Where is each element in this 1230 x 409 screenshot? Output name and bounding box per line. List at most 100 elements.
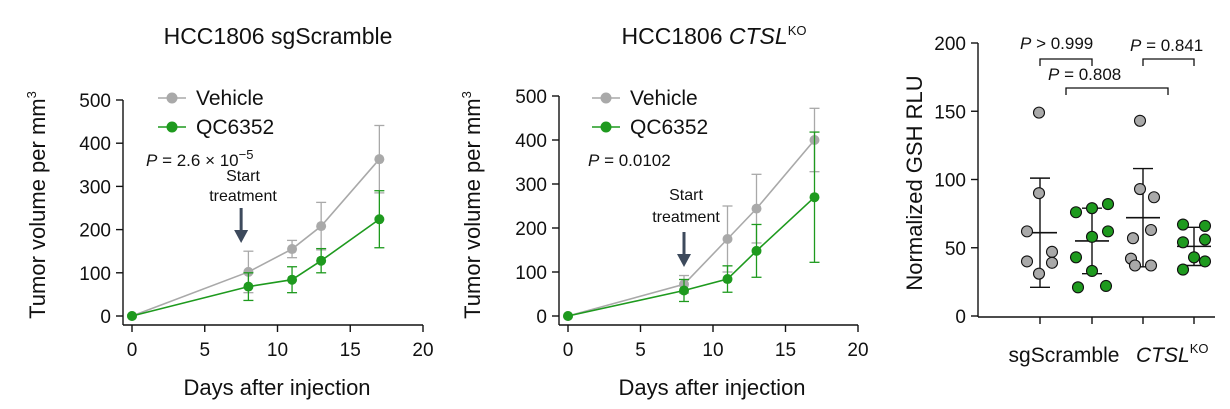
panel2-legend-qc6352: QC6352 [630,116,708,139]
panel3-group-1-point [1032,267,1046,280]
panel1-xtick-label-15: 15 [340,340,361,361]
panel3-group-2-point [1085,202,1099,215]
panel1-xtick-label-20: 20 [412,340,433,361]
panel-sgscramble-growth: HCC1806 sgScramble Tumor volume per mm3 … [24,23,434,400]
panel3-group-3-point [1133,183,1147,196]
panel3-group-label-sgscramble: sgScramble [1009,344,1120,367]
panel2-arrow-head [677,254,691,267]
panel2-legend-marker-0 [600,92,612,104]
panel3-group-2-point [1099,279,1113,293]
panel1-series-qc6352-point [287,274,298,285]
panel3-group-4-point [1176,236,1190,249]
panel2-ytick-label-100: 100 [515,263,547,284]
panel2-annotation-treatment: treatment [652,209,720,226]
panel3-group-3-point [1133,114,1147,127]
panel3-group-3-point [1144,223,1158,237]
panel3-ytick-label-100: 100 [934,171,966,192]
panel2-series-qc6352-point [563,311,573,321]
panel2-title: HCC1806 CTSLKO [622,23,807,49]
panel3-ytick-label-150: 150 [934,102,966,123]
panel2-series-qc6352-point [751,245,762,256]
panel2-xtick-label-10: 10 [702,340,723,361]
panel3-group-1-point [1020,225,1034,238]
panel1-series-qc6352-point [316,255,327,266]
panel2-p-value: P = 0.0102 [588,151,671,170]
panel2-ylabel: Tumor volume per mm3 [459,91,485,319]
panel2-series-qc6352-point [679,285,689,296]
panel3-group-2-point [1069,206,1083,219]
panel1-ytick-label-100: 100 [79,264,111,285]
panel3-group-2-point [1101,198,1115,211]
panel1-annotation-start: Start [226,168,260,185]
panel2-annotation-start: Start [669,187,703,204]
panel3-group-1-point [1032,187,1046,200]
panel2-ytick-label-300: 300 [515,175,547,196]
panel3-group-3-point [1126,232,1140,245]
panel3-group-1-point [1032,106,1046,119]
panel1-series-vehicle-point [243,266,254,277]
panel2-xtick-label-0: 0 [563,340,574,361]
panel3-ytick-label-200: 200 [934,34,966,55]
panel3-ylabel: Normalized GSH RLU [902,75,927,290]
panel3-bracket-2 [1142,58,1195,66]
panel1-series-vehicle-point [316,221,327,232]
panel3-group-4-point [1176,218,1190,231]
panel2-ytick-label-200: 200 [515,219,547,240]
panel3-comparison-1: P > 0.999 [1020,34,1093,53]
panel2-xlabel: Days after injection [618,375,805,400]
panel3-group-4-point [1176,263,1190,276]
panel1-title: HCC1806 sgScramble [164,23,393,49]
panel1-xtick-label-0: 0 [127,340,138,361]
panel2-ytick-label-500: 500 [515,87,547,108]
panel3-group-2-point [1085,230,1099,243]
panel1-legend-marker-0 [166,92,178,104]
panel1-legend-marker-1 [166,121,178,133]
panel3-bracket-1 [1039,58,1093,66]
panel3-group-1-point [1045,245,1059,258]
panel-gsh-scatter: Normalized GSH RLU sgScramble CTSLKO P >… [902,34,1215,367]
panel1-xtick-label-5: 5 [199,340,210,361]
panel1-series-vehicle-point [374,154,385,165]
panel2-xtick-label-5: 5 [635,340,646,361]
panel1-xtick-label-10: 10 [267,340,288,361]
panel3-group-label-ctslko: CTSLKO [1136,341,1208,367]
panel1-series-qc6352-point [127,311,137,321]
panel1-ytick-label-0: 0 [100,307,111,328]
panel2-legend-marker-1 [600,121,612,133]
panel3-group-4-point [1198,219,1212,232]
panel1-annotation-treatment: treatment [209,188,277,205]
panel3-ytick-label-50: 50 [945,239,966,260]
panel3-group-3-point [1147,191,1161,204]
panel1-xlabel: Days after injection [183,375,370,400]
panel3-group-4-point [1198,233,1212,246]
panel1-series-vehicle-point [287,244,298,255]
panel1-ytick-label-500: 500 [79,91,111,112]
panel3-comparison-3: P = 0.808 [1048,65,1121,84]
panel2-ytick-label-400: 400 [515,131,547,152]
panel1-ytick-label-200: 200 [79,221,111,242]
panel2-series-qc6352-point [809,192,820,203]
panel3-group-4-point [1187,251,1201,264]
panel2-legend-vehicle: Vehicle [630,87,698,110]
panel-ctslko-growth: HCC1806 CTSLKO Tumor volume per mm3 Days… [459,23,869,400]
panel3-bracket-3 [1065,87,1169,95]
panel3-group-2-point [1101,225,1115,238]
panel3-comparison-2: P = 0.841 [1130,36,1203,55]
panel3-group-2-point [1085,264,1099,278]
panel2-ytick-label-0: 0 [536,307,547,328]
panel1-ytick-label-300: 300 [79,177,111,198]
panel2-series-qc6352-point [722,274,733,285]
panel3-ytick-label-0: 0 [955,307,966,328]
panel1-series-qc6352-point [243,281,254,292]
panel3-group-4-point [1198,255,1212,268]
panel1-ytick-label-400: 400 [79,134,111,155]
panel1-p-value: P = 2.6 × 10−5 [146,147,253,170]
panel1-series-qc6352-point [374,214,385,225]
panel1-ylabel: Tumor volume per mm3 [24,91,50,319]
panel3-group-1-point [1045,256,1059,269]
panel2-series-vehicle-point [722,234,733,244]
panel1-legend-vehicle: Vehicle [196,87,264,110]
panel2-series-vehicle-point [751,203,762,214]
panel3-group-2-point [1071,281,1085,294]
panel2-xtick-label-15: 15 [775,340,796,361]
